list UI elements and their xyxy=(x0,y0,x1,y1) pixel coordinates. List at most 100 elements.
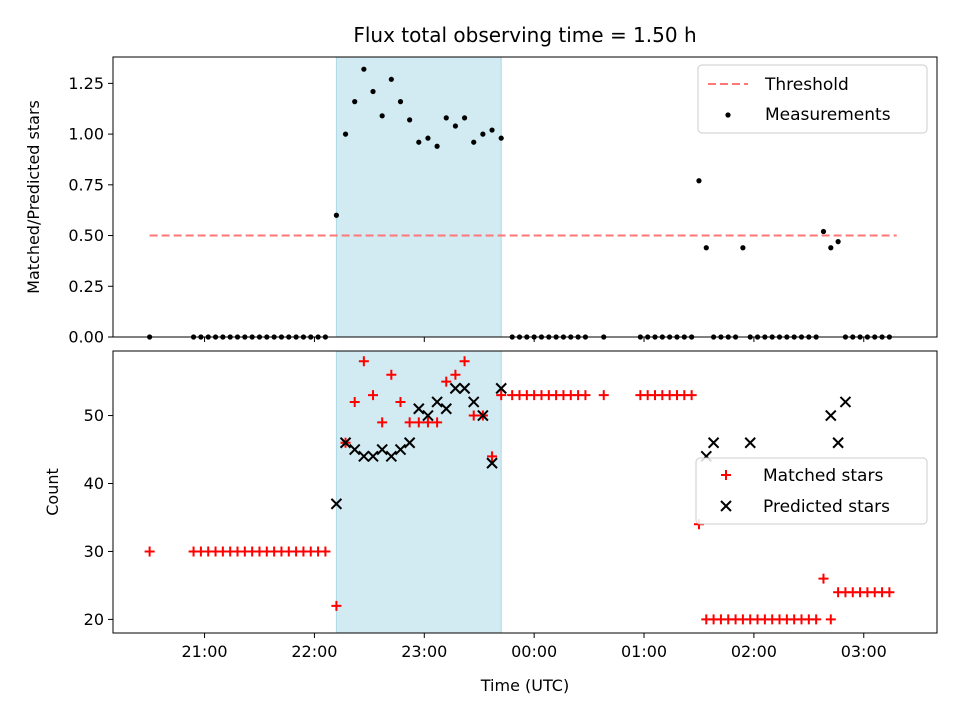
matched-star-point xyxy=(368,390,379,401)
measurement-point xyxy=(820,228,827,235)
matched-star-point xyxy=(496,390,507,401)
measurement-point xyxy=(498,135,504,141)
legend-bottom: Matched stars Predicted stars xyxy=(695,457,928,525)
predicted-star-point xyxy=(495,382,507,395)
y-tick-label: 0.00 xyxy=(68,328,104,347)
legend-predicted-label: Predicted stars xyxy=(763,497,890,517)
measurement-point xyxy=(407,117,413,123)
predicted-star-point xyxy=(358,450,370,463)
predicted-star-point xyxy=(348,443,361,456)
matched-star-point xyxy=(818,573,829,584)
predicted-star-point xyxy=(403,437,416,449)
measurement-point xyxy=(740,245,746,251)
predicted-star-point xyxy=(339,437,352,449)
predicted-star-point xyxy=(825,409,837,422)
y-tick-label: 1.00 xyxy=(68,125,104,144)
measurement-point xyxy=(425,135,431,141)
matched-star-point xyxy=(825,614,836,625)
matched-star-point xyxy=(468,410,479,421)
matched-star-point xyxy=(320,546,331,557)
predicted-star-point xyxy=(422,409,434,422)
legend-measurement-swatch xyxy=(725,112,731,118)
predicted-star-point xyxy=(413,403,425,415)
legend-matched-swatch xyxy=(721,470,731,480)
y-axis-label: Matched/Predicted stars xyxy=(24,100,43,294)
measurement-point xyxy=(379,113,385,119)
legend-box xyxy=(697,64,928,134)
matched-star-point xyxy=(349,396,360,407)
predicted-star-point xyxy=(440,403,452,415)
matched-star-point xyxy=(358,356,369,367)
axes-frame xyxy=(112,56,938,338)
predicted-star-point xyxy=(486,457,498,469)
measurement-point xyxy=(461,115,468,121)
legend-threshold-label: Threshold xyxy=(764,75,849,95)
matched-star-point xyxy=(487,451,498,462)
matched-star-point xyxy=(598,390,609,401)
measurement-point xyxy=(703,245,709,251)
x-axis-label: Time (UTC) xyxy=(480,676,569,695)
predicted-star-point xyxy=(376,443,388,456)
y-tick-label: 0.25 xyxy=(68,277,104,296)
measurement-point xyxy=(471,139,477,145)
matched-star-point xyxy=(144,546,155,557)
y-tick-label: 30 xyxy=(84,542,104,561)
measurement-point xyxy=(333,212,339,218)
measurement-point xyxy=(342,131,349,137)
measurement-point xyxy=(388,76,394,82)
predicted-star-point xyxy=(744,437,756,449)
y-tick-label: 50 xyxy=(84,406,104,425)
shaded-span xyxy=(335,56,502,338)
y-tick-label: 0.75 xyxy=(68,175,104,194)
x-tick-label: 22:00 xyxy=(291,642,337,661)
predicted-star-point xyxy=(468,396,480,408)
predicted-star-point xyxy=(330,498,343,510)
x-tick-label: 00:00 xyxy=(511,642,557,661)
measurement-point xyxy=(835,239,841,245)
matched-star-point xyxy=(413,417,424,428)
matched-star-point xyxy=(884,587,895,598)
matched-star-point xyxy=(450,369,461,380)
predicted-star-point xyxy=(839,396,852,408)
x-tick-label: 01:00 xyxy=(621,642,667,661)
legend-measurement-label: Measurements xyxy=(765,105,891,125)
legend-box xyxy=(695,457,928,525)
matched-star-point xyxy=(422,417,433,428)
x-tick-label: 21:00 xyxy=(182,642,228,661)
y-tick-label: 40 xyxy=(84,474,104,493)
predicted-star-point xyxy=(477,409,489,422)
legend-predicted-swatch xyxy=(720,500,732,512)
x-tick-label: 23:00 xyxy=(401,642,447,661)
predicted-star-point xyxy=(832,437,844,449)
chart-title: Flux total observing time = 1.50 h xyxy=(353,23,696,47)
measurement-point xyxy=(696,178,702,184)
matched-star-point xyxy=(404,417,415,428)
y-axis-label: Count xyxy=(43,468,62,516)
y-tick-label: 1.25 xyxy=(68,74,104,93)
measurement-point xyxy=(480,131,486,137)
x-tick-label: 02:00 xyxy=(731,642,777,661)
legend-matched-label: Matched stars xyxy=(763,466,883,486)
measurement-point xyxy=(361,66,367,72)
matched-star-point xyxy=(331,600,342,611)
measurement-point xyxy=(489,127,495,133)
predicted-star-point xyxy=(449,382,462,395)
matched-star-point xyxy=(459,356,470,367)
y-tick-label: 0.50 xyxy=(68,226,104,245)
matched-star-point xyxy=(686,390,697,401)
predicted-star-point xyxy=(707,437,720,449)
matched-star-point xyxy=(432,417,443,428)
measurement-point xyxy=(352,99,358,105)
y-tick-label: 20 xyxy=(84,610,104,629)
measurement-point xyxy=(397,99,404,105)
top-panel: 0.00 0.25 0.50 0.75 1.00 1.25 Matched/Predicte… xyxy=(24,56,938,347)
axes-frame xyxy=(112,350,938,634)
measurement-point xyxy=(434,143,440,149)
matched-star-point xyxy=(386,369,397,380)
x-tick-label: 03:00 xyxy=(841,642,887,661)
shaded-span xyxy=(335,350,502,634)
matched-star-point xyxy=(580,390,591,401)
measurement-point xyxy=(370,88,376,95)
measurement-point xyxy=(443,115,449,121)
